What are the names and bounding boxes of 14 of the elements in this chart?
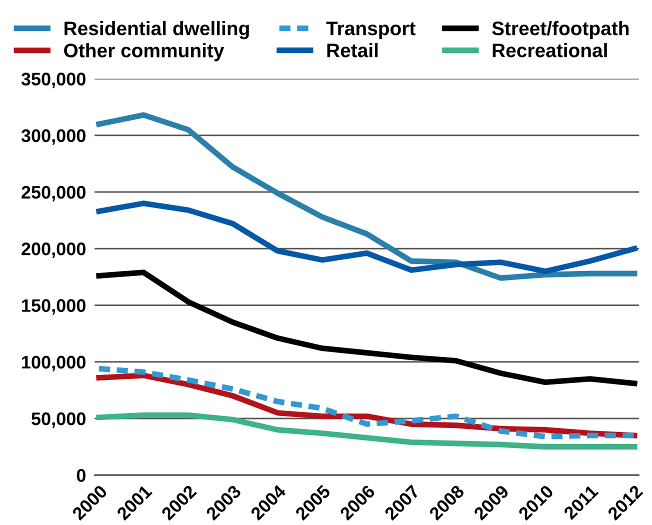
legend-label: Residential dwelling [64, 21, 249, 40]
y-tick-label: 0 [76, 469, 86, 482]
y-tick-label: 50,000 [32, 412, 86, 428]
legend-label: Retail [327, 43, 378, 58]
legend-label: Transport [326, 22, 416, 40]
legend-label: Other community [64, 43, 224, 62]
y-tick-label: 100,000 [22, 356, 86, 372]
y-tick-label: 250,000 [22, 186, 86, 202]
y-tick-label: 300,000 [21, 129, 86, 145]
legend-label: Street/footpath [492, 21, 629, 40]
legend-label: Recreational [492, 43, 607, 58]
y-tick-label: 350,000 [21, 72, 86, 88]
y-tick-label: 200,000 [22, 242, 86, 258]
y-tick-label: 150,000 [22, 299, 86, 315]
